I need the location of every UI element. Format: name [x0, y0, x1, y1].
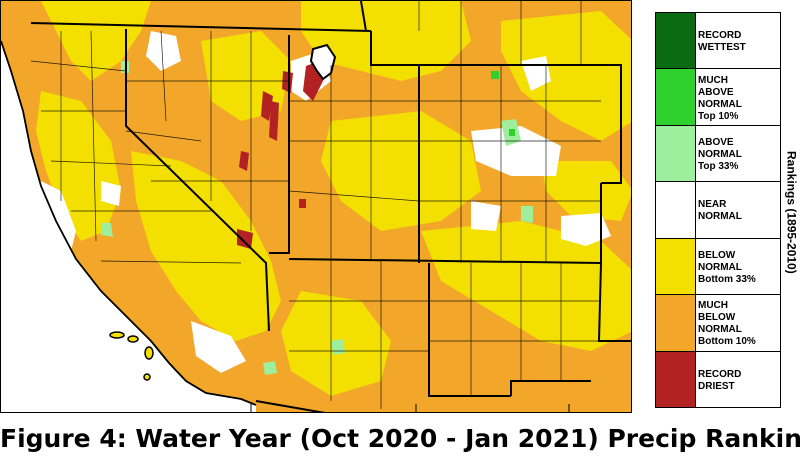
- legend-swatch: [656, 13, 696, 69]
- legend-label: RECORD DRIEST: [698, 368, 742, 392]
- legend-label: NEAR NORMAL: [698, 199, 742, 223]
- legend-swatch: [656, 238, 696, 295]
- legend-item: ABOVE NORMAL Top 33%: [656, 125, 780, 183]
- record-driest-regions: [237, 61, 323, 249]
- coastline: [1, 40, 257, 406]
- legend-label: MUCH BELOW NORMAL Bottom 10%: [698, 300, 756, 348]
- pacific-ocean: [1, 41, 256, 412]
- legend-swatch: [656, 125, 696, 182]
- near-normal-regions: [39, 31, 611, 373]
- legend-swatch: [656, 351, 696, 407]
- ranking-legend: RECORD WETTEST MUCH ABOVE NORMAL Top 10% A…: [655, 12, 781, 408]
- legend-item: MUCH ABOVE NORMAL Top 10%: [656, 69, 780, 126]
- precip-ranking-map: [0, 0, 632, 413]
- county-boundaries: [30, 1, 601, 409]
- legend-item: NEAR NORMAL: [656, 182, 780, 239]
- legend-label: MUCH ABOVE NORMAL Top 10%: [698, 74, 742, 122]
- great-salt-lake: [309, 43, 337, 81]
- legend-swatch: [656, 182, 696, 238]
- longitude-ticks: [250, 404, 570, 412]
- legend-label: RECORD WETTEST: [698, 30, 746, 54]
- map-canvas: [1, 1, 631, 412]
- legend-swatch: [656, 295, 696, 351]
- legend-item: MUCH BELOW NORMAL Bottom 10%: [656, 295, 780, 352]
- much-above-normal-regions: [491, 71, 515, 136]
- legend-label: BELOW NORMAL Bottom 33%: [698, 249, 756, 285]
- legend-swatch: [656, 69, 696, 125]
- figure-caption: Figure 4: Water Year (Oct 2020 - Jan 202…: [0, 424, 800, 453]
- legend-item: RECORD WETTEST: [656, 13, 780, 70]
- legend-item: BELOW NORMAL Bottom 33%: [656, 238, 780, 296]
- legend-axis-label: Rankings (1895-2010): [784, 150, 799, 274]
- legend-item: RECORD DRIEST: [656, 351, 780, 407]
- channel-islands: [109, 331, 154, 381]
- legend-label: ABOVE NORMAL Top 33%: [698, 137, 742, 173]
